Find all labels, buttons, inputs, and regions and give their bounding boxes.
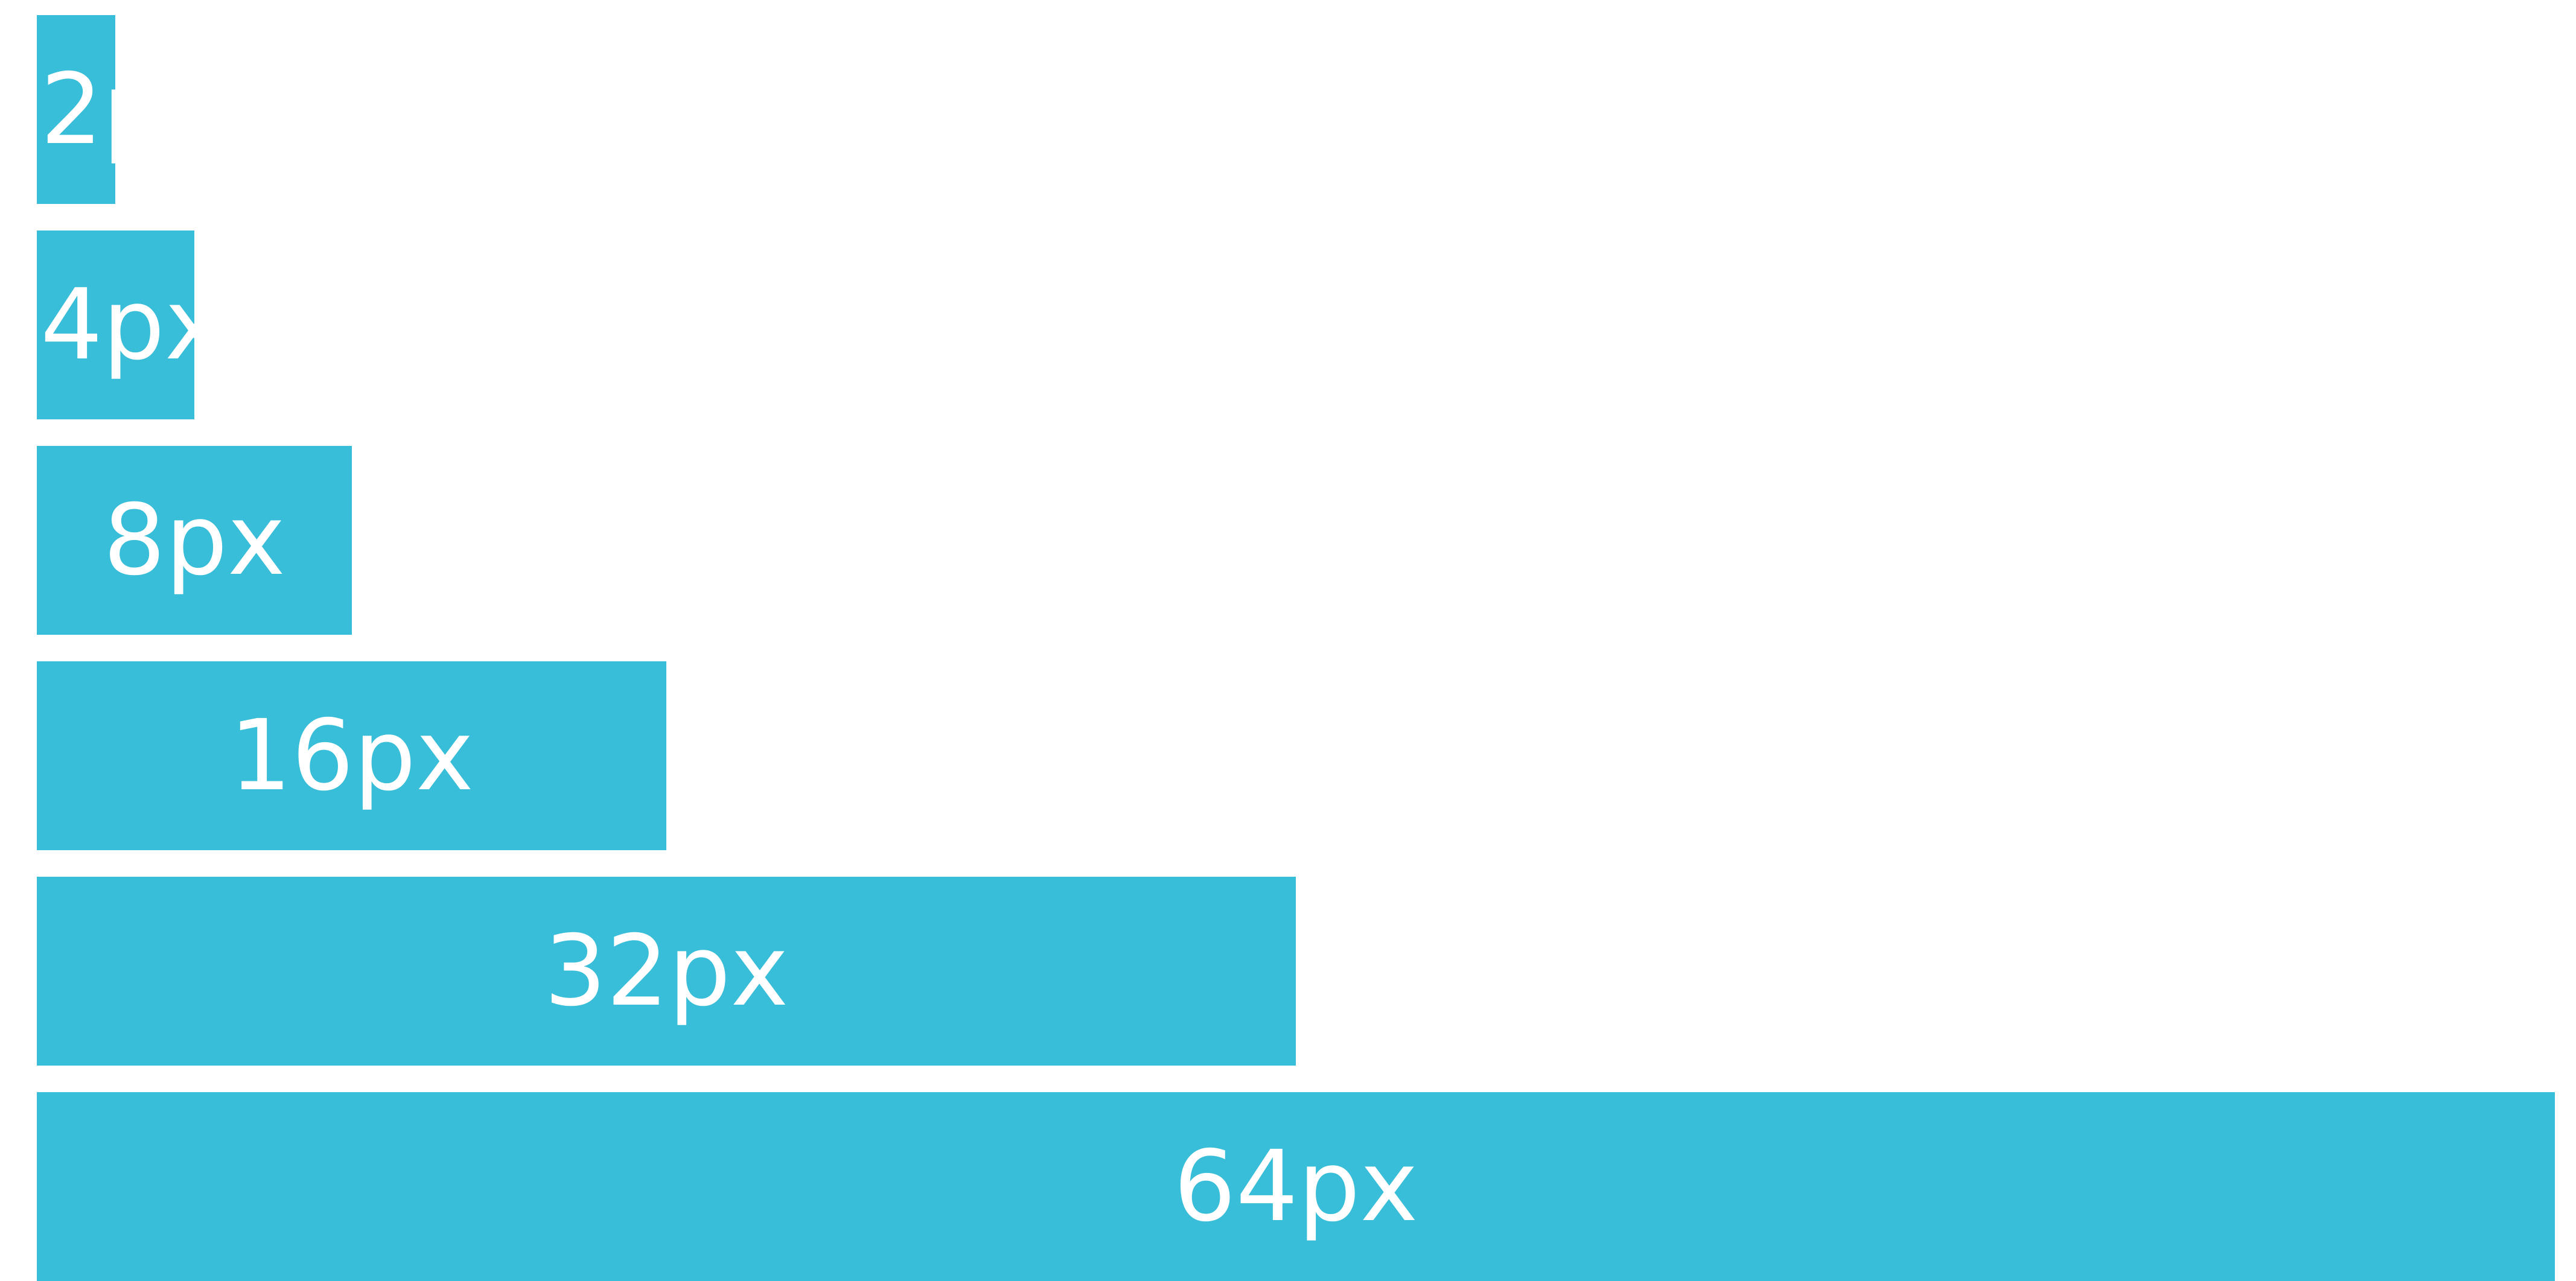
spacing-bar-label: 32px — [544, 914, 789, 1028]
spacing-bar-16px: 16px — [37, 661, 666, 850]
spacing-bar-4px: 4px — [37, 230, 194, 419]
spacing-bar-label: 4px — [40, 268, 194, 382]
spacing-bar-label: 64px — [1173, 1130, 1418, 1244]
spacing-bar-32px: 32px — [37, 877, 1296, 1066]
spacing-bar-2px: 2px — [37, 15, 115, 204]
spacing-bar-8px: 8px — [37, 446, 352, 635]
spacing-bar-label: 16px — [229, 699, 474, 813]
spacing-bar-label: 8px — [103, 483, 285, 597]
spacing-bar-64px: 64px — [37, 1092, 2555, 1281]
spacing-bar-label: 2px — [40, 52, 115, 167]
